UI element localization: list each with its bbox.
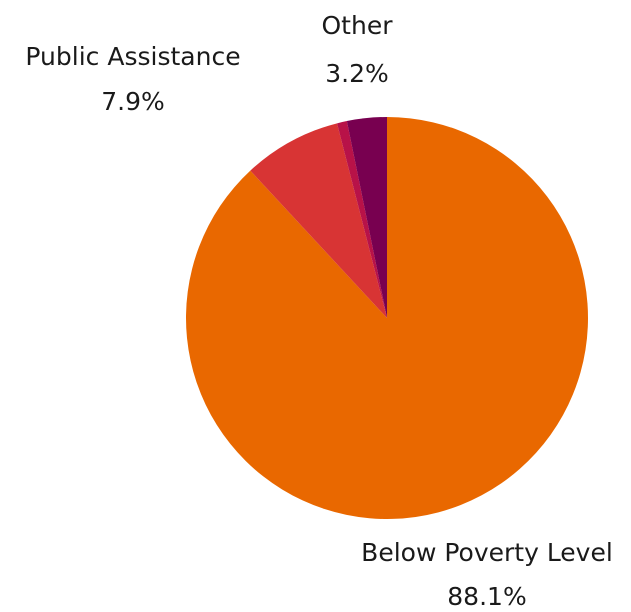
slice-value-other: 3.2% <box>325 59 389 88</box>
label-below-poverty-level: Below Poverty Level 88.1% <box>361 538 613 611</box>
slice-label-public-assistance: Public Assistance <box>25 42 240 71</box>
slice-label-other: Other <box>322 11 394 40</box>
label-other: Other 3.2% <box>322 11 394 88</box>
pie-slices <box>186 117 588 519</box>
pie-slice-other <box>346 117 387 318</box>
pie-slice-unlabeled-2 <box>337 121 387 318</box>
slice-label-below-poverty-level: Below Poverty Level <box>361 538 613 567</box>
slice-value-below-poverty-level: 88.1% <box>447 582 526 611</box>
pie-slice-public-assistance <box>250 123 387 318</box>
slice-value-public-assistance: 7.9% <box>101 87 165 116</box>
label-public-assistance: Public Assistance 7.9% <box>25 42 240 116</box>
